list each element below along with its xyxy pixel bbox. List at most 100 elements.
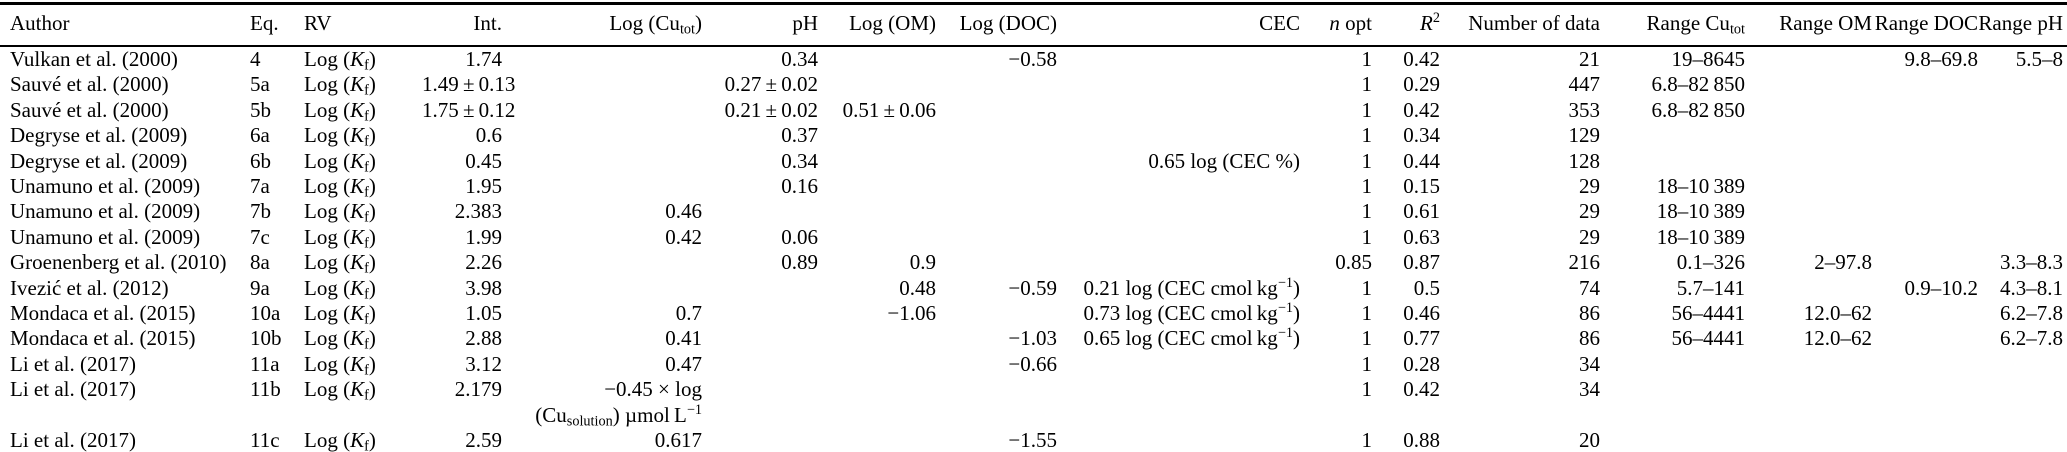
cell-range_doc: [1872, 123, 1978, 148]
table-row: Vulkan et al. (2000) 4 Log (Kf) 1.74 0.34 −0.…: [0, 46, 2067, 73]
cell-r2: 0.88: [1403, 428, 1440, 452]
cell-log_om: [818, 326, 936, 351]
cell-log_doc: [936, 174, 1057, 199]
cell-ph: 0.34: [781, 148, 818, 173]
cell-range_doc: [1872, 428, 1978, 452]
cell-range_cutot: 18–10 389: [1656, 224, 1745, 249]
cell-author: Groenenberg et al. (2010): [10, 250, 227, 275]
cell-range_ph: [1978, 174, 2067, 199]
cell-r2: 0.28: [1403, 351, 1440, 376]
cell-int: 2.59: [465, 428, 502, 452]
cell-rv: Log (Kf): [304, 377, 376, 404]
table-row: (Cusolution) µmol L−1: [0, 403, 2067, 429]
cell-eq: 6b: [250, 148, 271, 173]
cell-eq: 7a: [250, 174, 270, 199]
cell-eq: 11a: [250, 351, 280, 376]
cell-rv: Log (Kf): [304, 199, 376, 226]
column-header-range_doc: Range DOC: [1872, 3, 1978, 47]
cell-cec: [1057, 46, 1300, 72]
cell-log_doc: [936, 377, 1057, 402]
cell-r2: 0.46: [1403, 301, 1440, 326]
cell-log_doc: [936, 149, 1057, 174]
cell-r2: 0.61: [1403, 199, 1440, 224]
cell-author: Degryse et al. (2009): [10, 148, 188, 173]
cell-range_ph: 5.5–8: [2015, 47, 2063, 71]
cell-range_om: 12.0–62: [1803, 326, 1872, 351]
cell-cec: 0.65 log (CEC cmol kg−1): [1083, 325, 1300, 351]
cell-range_doc: [1872, 403, 1978, 428]
cell-log_doc: −0.58: [1008, 47, 1057, 71]
cell-r2: 0.87: [1403, 250, 1440, 275]
cell-log_cutot: [502, 123, 702, 148]
cell-int: 2.179: [454, 377, 502, 402]
cell-range_om: [1745, 46, 1872, 72]
cell-log_om: [818, 123, 936, 148]
table-row: Sauvé et al. (2000) 5b Log (Kf) 1.75 ± 0.12…: [0, 97, 2067, 124]
cell-int: [422, 403, 502, 428]
table-row: Unamuno et al. (2009) 7c Log (Kf) 1.99 0.42 0…: [0, 224, 2067, 251]
cell-range_doc: [1872, 250, 1978, 275]
table-row: Groenenberg et al. (2010) 8a Log (Kf) 2.26 0…: [0, 250, 2067, 276]
cell-cec: [1057, 352, 1300, 377]
cell-log_om: [818, 199, 936, 224]
cell-int: 3.12: [465, 351, 502, 376]
cell-log_doc: [936, 301, 1057, 326]
cell-log_om: 0.9: [909, 250, 936, 275]
column-header-n_data: Number of data: [1440, 3, 1600, 47]
cell-n_data: 34: [1579, 377, 1600, 402]
cell-range_cutot: [1600, 428, 1745, 452]
cell-range_om: [1745, 98, 1872, 123]
cell-rv: Log (Kf): [304, 275, 376, 303]
cell-log_cutot: 0.617: [654, 428, 702, 452]
cell-log_om: [818, 403, 936, 428]
cell-range_ph: [1978, 377, 2067, 402]
cell-range_om: 12.0–62: [1803, 301, 1872, 326]
cell-rv: Log (Kf): [304, 72, 376, 99]
cell-log_cutot: [502, 149, 702, 174]
cell-ph: 0.89: [781, 250, 818, 275]
cell-n_data: 21: [1579, 47, 1600, 71]
cell-n_opt: 1: [1361, 428, 1373, 452]
cell-eq: 6a: [250, 123, 270, 148]
cell-n_data: 29: [1579, 174, 1600, 199]
cell-cec: [1057, 428, 1300, 452]
cell-n_data: 447: [1568, 72, 1601, 97]
cell-r2: 0.77: [1403, 326, 1440, 351]
table-row: Ivezić et al. (2012) 9a Log (Kf) 3.98 0.48 −0…: [0, 275, 2067, 303]
cell-range_ph: [1978, 98, 2067, 123]
cell-r2: 0.44: [1403, 148, 1440, 173]
cell-range_doc: [1872, 352, 1978, 377]
cell-cec: [1057, 225, 1300, 250]
cell-ph: [702, 276, 818, 301]
cell-range_doc: [1872, 199, 1978, 224]
cell-log_om: [818, 46, 936, 72]
cell-log_cutot: 0.42: [665, 224, 702, 249]
cell-author: [0, 403, 250, 428]
cell-log_om: [818, 174, 936, 199]
column-header-int: Int.: [422, 3, 502, 47]
cell-log_om: [818, 352, 936, 377]
cell-r2: 0.34: [1403, 123, 1440, 148]
cell-ph: [702, 326, 818, 351]
cell-eq: 5a: [250, 72, 270, 97]
column-header-range_om: Range OM: [1745, 3, 1872, 47]
cell-n_data: 20: [1579, 428, 1600, 452]
cell-n_data: 216: [1568, 250, 1601, 275]
cell-cec: 0.73 log (CEC cmol kg−1): [1083, 300, 1300, 326]
cell-log_cutot: 0.46: [665, 199, 702, 224]
cell-range_ph: 4.3–8.1: [2000, 275, 2063, 300]
cell-range_cutot: [1600, 149, 1745, 174]
cell-ph: [702, 428, 818, 452]
cell-n_data: 353: [1568, 97, 1601, 122]
cell-range_doc: [1872, 98, 1978, 123]
cell-eq: 10a: [250, 301, 281, 326]
cell-range_ph: [1978, 72, 2067, 97]
cell-log_doc: −0.66: [1008, 351, 1057, 376]
cell-r2: 0.29: [1403, 72, 1440, 97]
column-header-r2: R2: [1372, 3, 1440, 47]
cell-range_doc: [1872, 326, 1978, 351]
cell-range_cutot: [1600, 403, 1745, 428]
table-row: Degryse et al. (2009) 6b Log (Kf) 0.45 0.34 0…: [0, 148, 2067, 175]
cell-log_cutot: [502, 98, 702, 123]
